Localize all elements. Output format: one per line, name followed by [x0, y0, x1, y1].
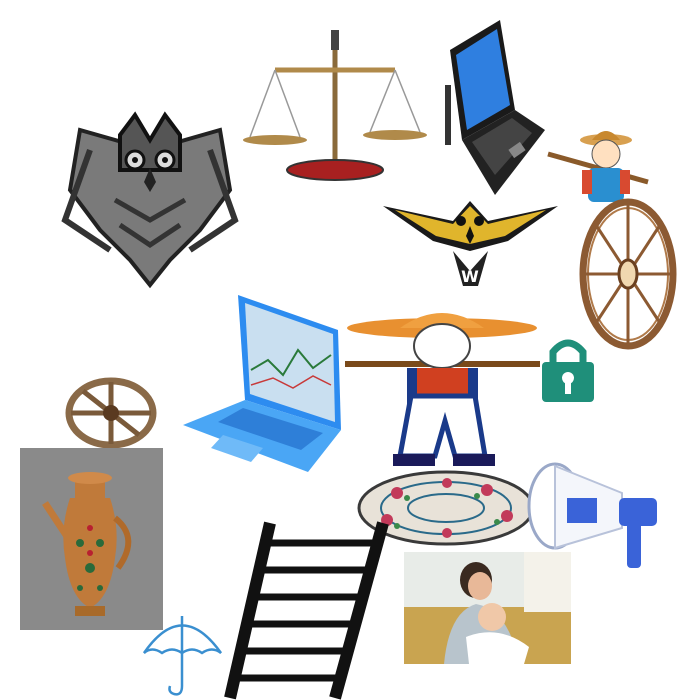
- farmer-large-icon: [345, 306, 545, 468]
- owl-emblem-lettering: W: [461, 267, 479, 286]
- owl-emblem-icon: W: [383, 196, 558, 290]
- farmer-small-icon: [547, 122, 653, 202]
- jug-icon: [20, 448, 163, 630]
- ladder-icon: [224, 518, 405, 700]
- padlock-icon: [538, 334, 598, 404]
- laptop-black-icon: [440, 15, 550, 200]
- laptop-blue-icon: [183, 290, 345, 475]
- owl-gray-icon: [60, 110, 240, 290]
- megaphone-icon: [527, 458, 667, 570]
- mother-baby-photo: [404, 552, 571, 664]
- mother-baby-icon: [404, 552, 571, 664]
- jug-photo: [20, 448, 163, 630]
- balance-scale-icon: [235, 22, 427, 184]
- wagon-wheel-small-icon: [65, 377, 157, 449]
- umbrella-icon: [140, 608, 225, 698]
- wagon-wheel-large-icon: [578, 195, 678, 353]
